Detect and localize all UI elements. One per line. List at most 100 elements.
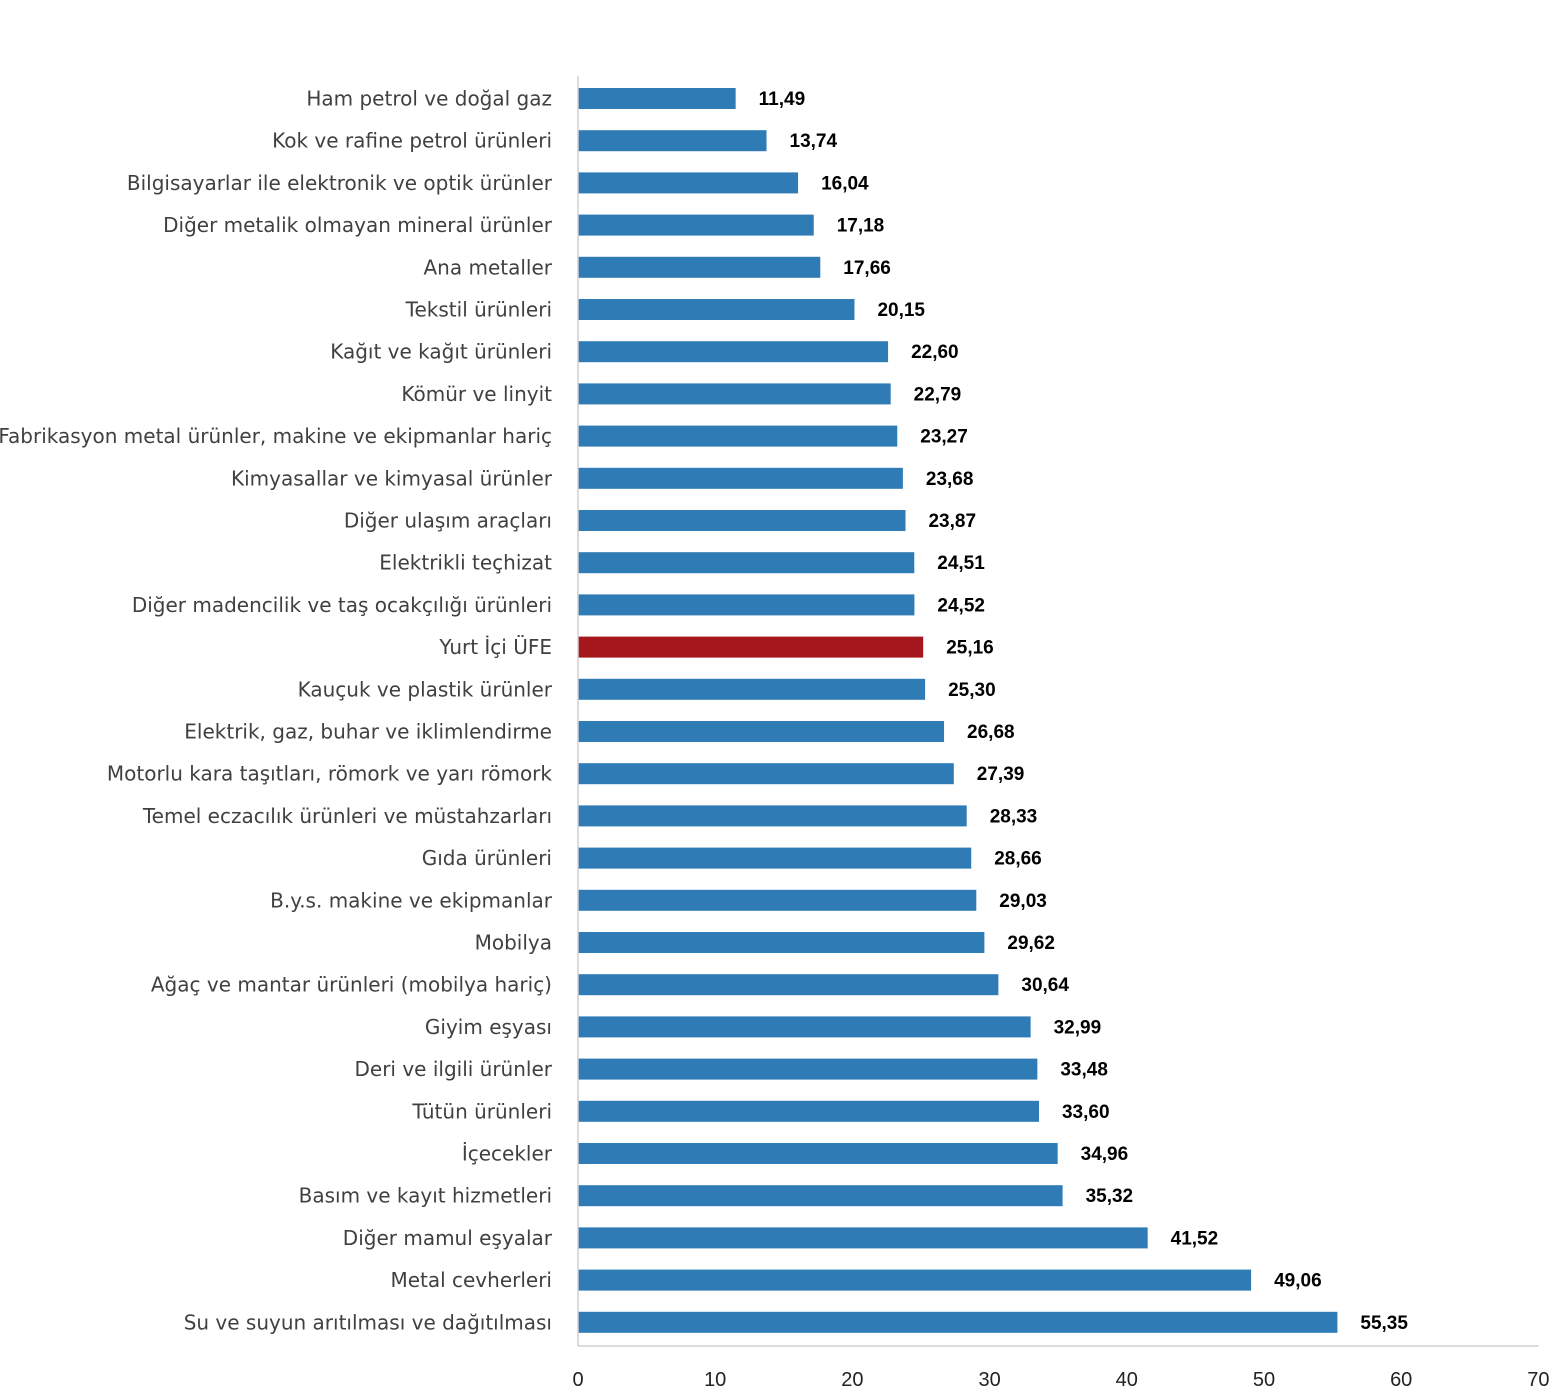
category-label: Elektrikli teçhizat	[379, 551, 552, 575]
bar	[578, 88, 736, 109]
value-label: 23,68	[926, 469, 974, 490]
value-label: 16,04	[821, 173, 869, 194]
value-label: 25,16	[946, 638, 994, 659]
value-labels-group: 11,49 13,74 16,04 17,18 17,66 20,15 22,60 22,79…	[759, 89, 1409, 1334]
bar	[578, 1227, 1148, 1249]
bar	[578, 214, 814, 236]
bar	[578, 1311, 1338, 1333]
value-label: 28,33	[990, 806, 1038, 827]
value-label: 17,18	[837, 216, 885, 237]
category-label: Metal cevherleri	[390, 1268, 552, 1292]
category-label: Elektrik, gaz, buhar ve iklimlendirme	[184, 720, 552, 744]
x-tick-label: 10	[704, 1369, 726, 1391]
value-label: 33,60	[1062, 1102, 1110, 1123]
bar	[578, 1185, 1063, 1207]
category-label: Ana metaller	[424, 255, 553, 279]
x-tick-label: 70	[1527, 1369, 1549, 1391]
bar	[578, 383, 891, 405]
value-label: 25,30	[948, 680, 996, 701]
value-label: 32,99	[1054, 1017, 1102, 1038]
value-label: 41,52	[1171, 1228, 1219, 1249]
x-tick-label: 20	[841, 1369, 863, 1391]
bar-highlighted	[578, 636, 924, 658]
category-label: Diğer metalik olmayan mineral ürünler	[163, 213, 553, 237]
value-label: 13,74	[790, 131, 838, 152]
category-label: Temel eczacılık ürünleri ve müstahzarlar…	[142, 804, 552, 828]
value-label: 24,52	[937, 595, 985, 616]
value-label: 28,66	[994, 849, 1042, 870]
category-label: Kimyasallar ve kimyasal ürünler	[231, 466, 553, 490]
category-label: İçecekler	[462, 1142, 553, 1166]
value-label: 20,15	[877, 300, 925, 321]
value-label: 17,66	[843, 258, 891, 279]
bar	[578, 974, 999, 996]
x-tick-label: 40	[1116, 1369, 1138, 1391]
category-label: Basım ve kayıt hizmetleri	[299, 1184, 552, 1208]
x-tick-label: 50	[1253, 1369, 1275, 1391]
category-label: Gıda ürünleri	[422, 846, 552, 870]
category-label: B.y.s. makine ve ekipmanlar	[270, 888, 553, 912]
value-label: 23,27	[920, 427, 968, 448]
category-label: Mobilya	[475, 931, 552, 955]
category-label: Ham petrol ve doğal gaz	[306, 87, 552, 111]
bar	[578, 1143, 1058, 1164]
category-labels-group: Ham petrol ve doğal gaz Kok ve rafine pet…	[0, 87, 553, 1335]
bar	[578, 763, 954, 785]
bar	[578, 1058, 1038, 1080]
x-tick-labels-group: 0 10 20 30 40 50 60 70	[572, 1369, 1549, 1391]
bar	[578, 256, 821, 278]
value-label: 33,48	[1060, 1060, 1108, 1081]
value-label: 27,39	[977, 764, 1025, 785]
value-label: 35,32	[1086, 1186, 1134, 1207]
bar	[578, 1269, 1252, 1291]
bar	[578, 932, 985, 953]
bar	[578, 172, 799, 194]
bar	[578, 594, 915, 616]
category-label: Tekstil ürünleri	[405, 298, 552, 322]
category-label: Tütün ürünleri	[411, 1099, 552, 1123]
category-label: Deri ve ilgili ürünler	[354, 1057, 552, 1081]
bar	[578, 552, 915, 574]
category-label: Diğer madencilik ve taş ocakçılığı ürünl…	[132, 593, 552, 617]
value-label: 22,60	[911, 342, 959, 363]
bar	[578, 130, 767, 152]
category-label: Yurt İçi ÜFE	[438, 635, 552, 659]
category-label: Ağaç ve mantar ürünleri (mobilya hariç)	[151, 973, 552, 997]
bar	[578, 1016, 1031, 1038]
category-label: Motorlu kara taşıtları, römork ve yarı r…	[107, 762, 553, 786]
bar	[578, 847, 972, 869]
bar	[578, 1100, 1039, 1122]
value-label: 11,49	[759, 89, 806, 110]
bar	[578, 889, 977, 911]
category-label: Kok ve rafine petrol ürünleri	[272, 129, 552, 153]
value-label: 23,87	[928, 511, 976, 532]
bar	[578, 467, 903, 489]
value-label: 49,06	[1274, 1271, 1322, 1292]
x-tick-label: 30	[978, 1369, 1000, 1391]
category-label: Kauçuk ve plastik ürünler	[298, 677, 553, 701]
bars-group	[578, 88, 1338, 1333]
value-label: 55,35	[1360, 1313, 1408, 1334]
bar	[578, 341, 889, 363]
x-tick-label: 60	[1390, 1369, 1412, 1391]
value-label: 22,79	[914, 384, 962, 405]
category-label: Diğer ulaşım araçları	[344, 509, 552, 533]
category-label: Kömür ve linyit	[401, 382, 552, 406]
category-label: Diğer mamul eşyalar	[343, 1226, 553, 1250]
value-label: 30,64	[1021, 975, 1069, 996]
value-label: 26,68	[967, 722, 1015, 743]
category-label: Fabrikasyon metal ürünler, makine ve eki…	[0, 424, 552, 448]
bar	[578, 299, 855, 320]
category-label: Su ve suyun arıtılması ve dağıtılması	[184, 1310, 552, 1334]
category-label: Bilgisayarlar ile elektronik ve optik ür…	[127, 171, 553, 195]
x-tick-label: 0	[572, 1369, 583, 1391]
bar	[578, 425, 898, 447]
category-label: Giyim eşyası	[425, 1015, 552, 1039]
bar	[578, 678, 926, 700]
category-label: Kağıt ve kağıt ürünleri	[330, 340, 552, 364]
value-label: 29,62	[1007, 933, 1055, 954]
bar	[578, 721, 945, 742]
value-label: 34,96	[1081, 1144, 1129, 1165]
bar	[578, 805, 967, 827]
